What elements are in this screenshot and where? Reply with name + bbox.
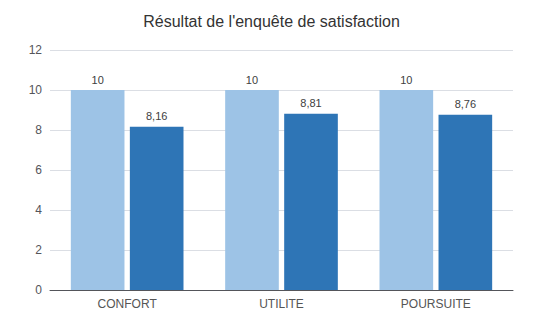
svg-text:POURSUITE: POURSUITE — [401, 297, 471, 311]
svg-text:10: 10 — [400, 74, 412, 86]
svg-text:10: 10 — [29, 83, 43, 97]
svg-text:2: 2 — [35, 243, 42, 257]
svg-text:UTILITE: UTILITE — [259, 297, 304, 311]
svg-text:8,81: 8,81 — [300, 97, 321, 109]
svg-text:Résultat de l'enquête de satis: Résultat de l'enquête de satisfaction — [143, 13, 400, 30]
svg-text:8,76: 8,76 — [455, 98, 476, 110]
svg-text:4: 4 — [35, 203, 42, 217]
svg-text:8: 8 — [35, 123, 42, 137]
svg-text:10: 10 — [92, 74, 104, 86]
svg-text:6: 6 — [35, 163, 42, 177]
svg-text:10: 10 — [246, 74, 258, 86]
svg-text:12: 12 — [29, 43, 43, 57]
svg-text:CONFORT: CONFORT — [98, 297, 158, 311]
svg-text:8,16: 8,16 — [146, 110, 167, 122]
svg-text:0: 0 — [35, 283, 42, 297]
